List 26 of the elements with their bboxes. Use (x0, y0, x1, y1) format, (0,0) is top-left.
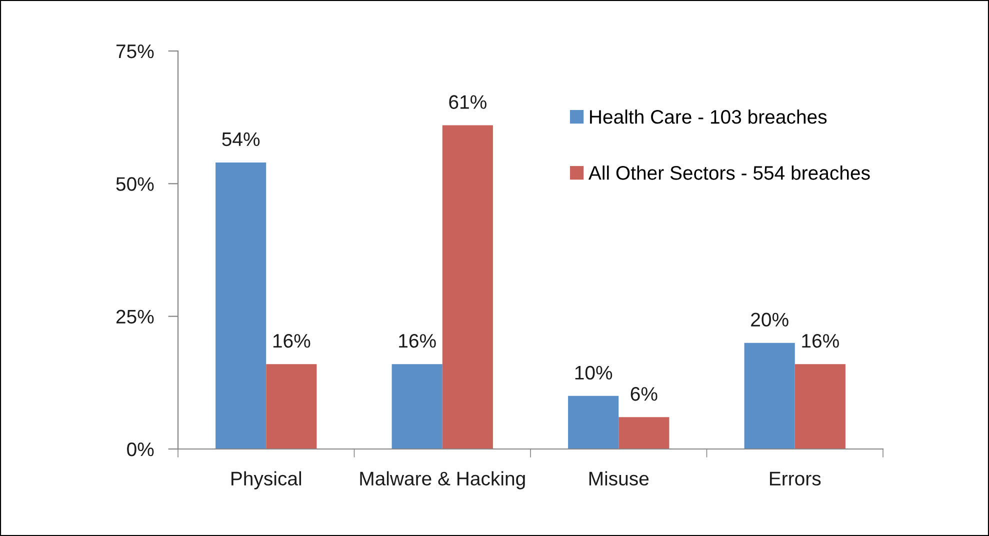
bar (618, 417, 670, 449)
legend-label: All Other Sectors - 554 breaches (588, 166, 870, 180)
bar (568, 396, 619, 449)
bar (266, 364, 317, 449)
data-label: 20% (751, 312, 788, 327)
x-tick-label: Malware & Hacking (360, 471, 525, 490)
y-tick-label: 25% (116, 310, 154, 324)
x-tick-label: Errors (770, 472, 821, 486)
data-label: 61% (449, 95, 486, 109)
x-tick-label: Physical (232, 471, 302, 490)
y-tick-label: 75% (116, 44, 154, 58)
bar (744, 342, 795, 449)
y-tick-label: 50% (116, 177, 154, 191)
data-label: 10% (575, 366, 612, 380)
legend-label: Health Care - 103 breaches (590, 110, 827, 124)
bar (442, 125, 493, 449)
data-label: 16% (273, 334, 310, 348)
data-label: 6% (630, 387, 658, 401)
x-tick-label: Misuse (589, 471, 649, 486)
y-tick-label: 0% (127, 442, 154, 456)
data-label: 16% (802, 334, 839, 348)
bar (216, 162, 266, 449)
data-label: 54% (222, 132, 260, 146)
data-label: 16% (399, 334, 436, 348)
bar (794, 364, 846, 449)
bar (392, 364, 442, 449)
